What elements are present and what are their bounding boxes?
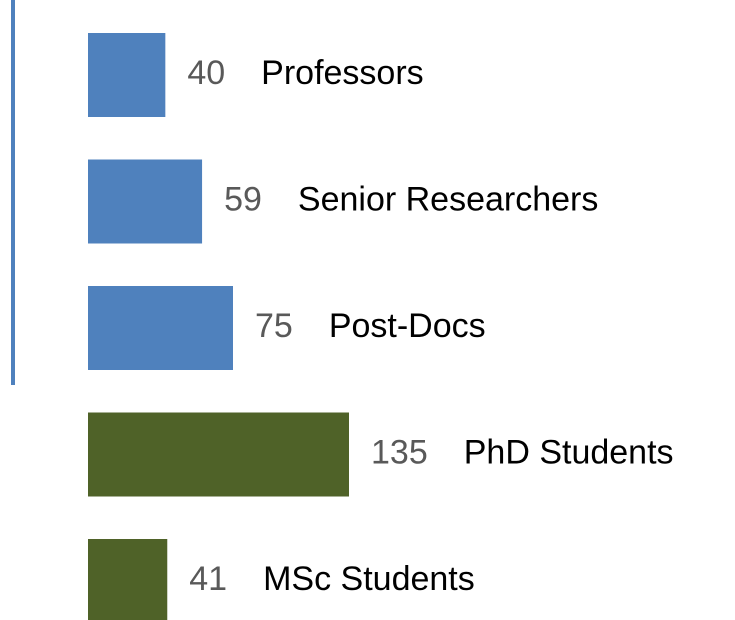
value-label: 40	[187, 54, 225, 92]
bar	[88, 539, 168, 620]
value-label: 59	[224, 180, 262, 218]
category-label: Professors	[261, 54, 424, 92]
bar	[88, 286, 233, 370]
bar	[88, 159, 203, 244]
bar	[88, 33, 166, 117]
category-label: Senior Researchers	[298, 180, 598, 218]
category-label: PhD Students	[464, 433, 674, 471]
bar	[88, 412, 349, 497]
category-label: Post-Docs	[329, 307, 486, 345]
value-label: 135	[371, 433, 428, 471]
category-label: MSc Students	[263, 560, 475, 598]
value-label: 41	[189, 560, 227, 598]
value-label: 75	[255, 307, 293, 345]
